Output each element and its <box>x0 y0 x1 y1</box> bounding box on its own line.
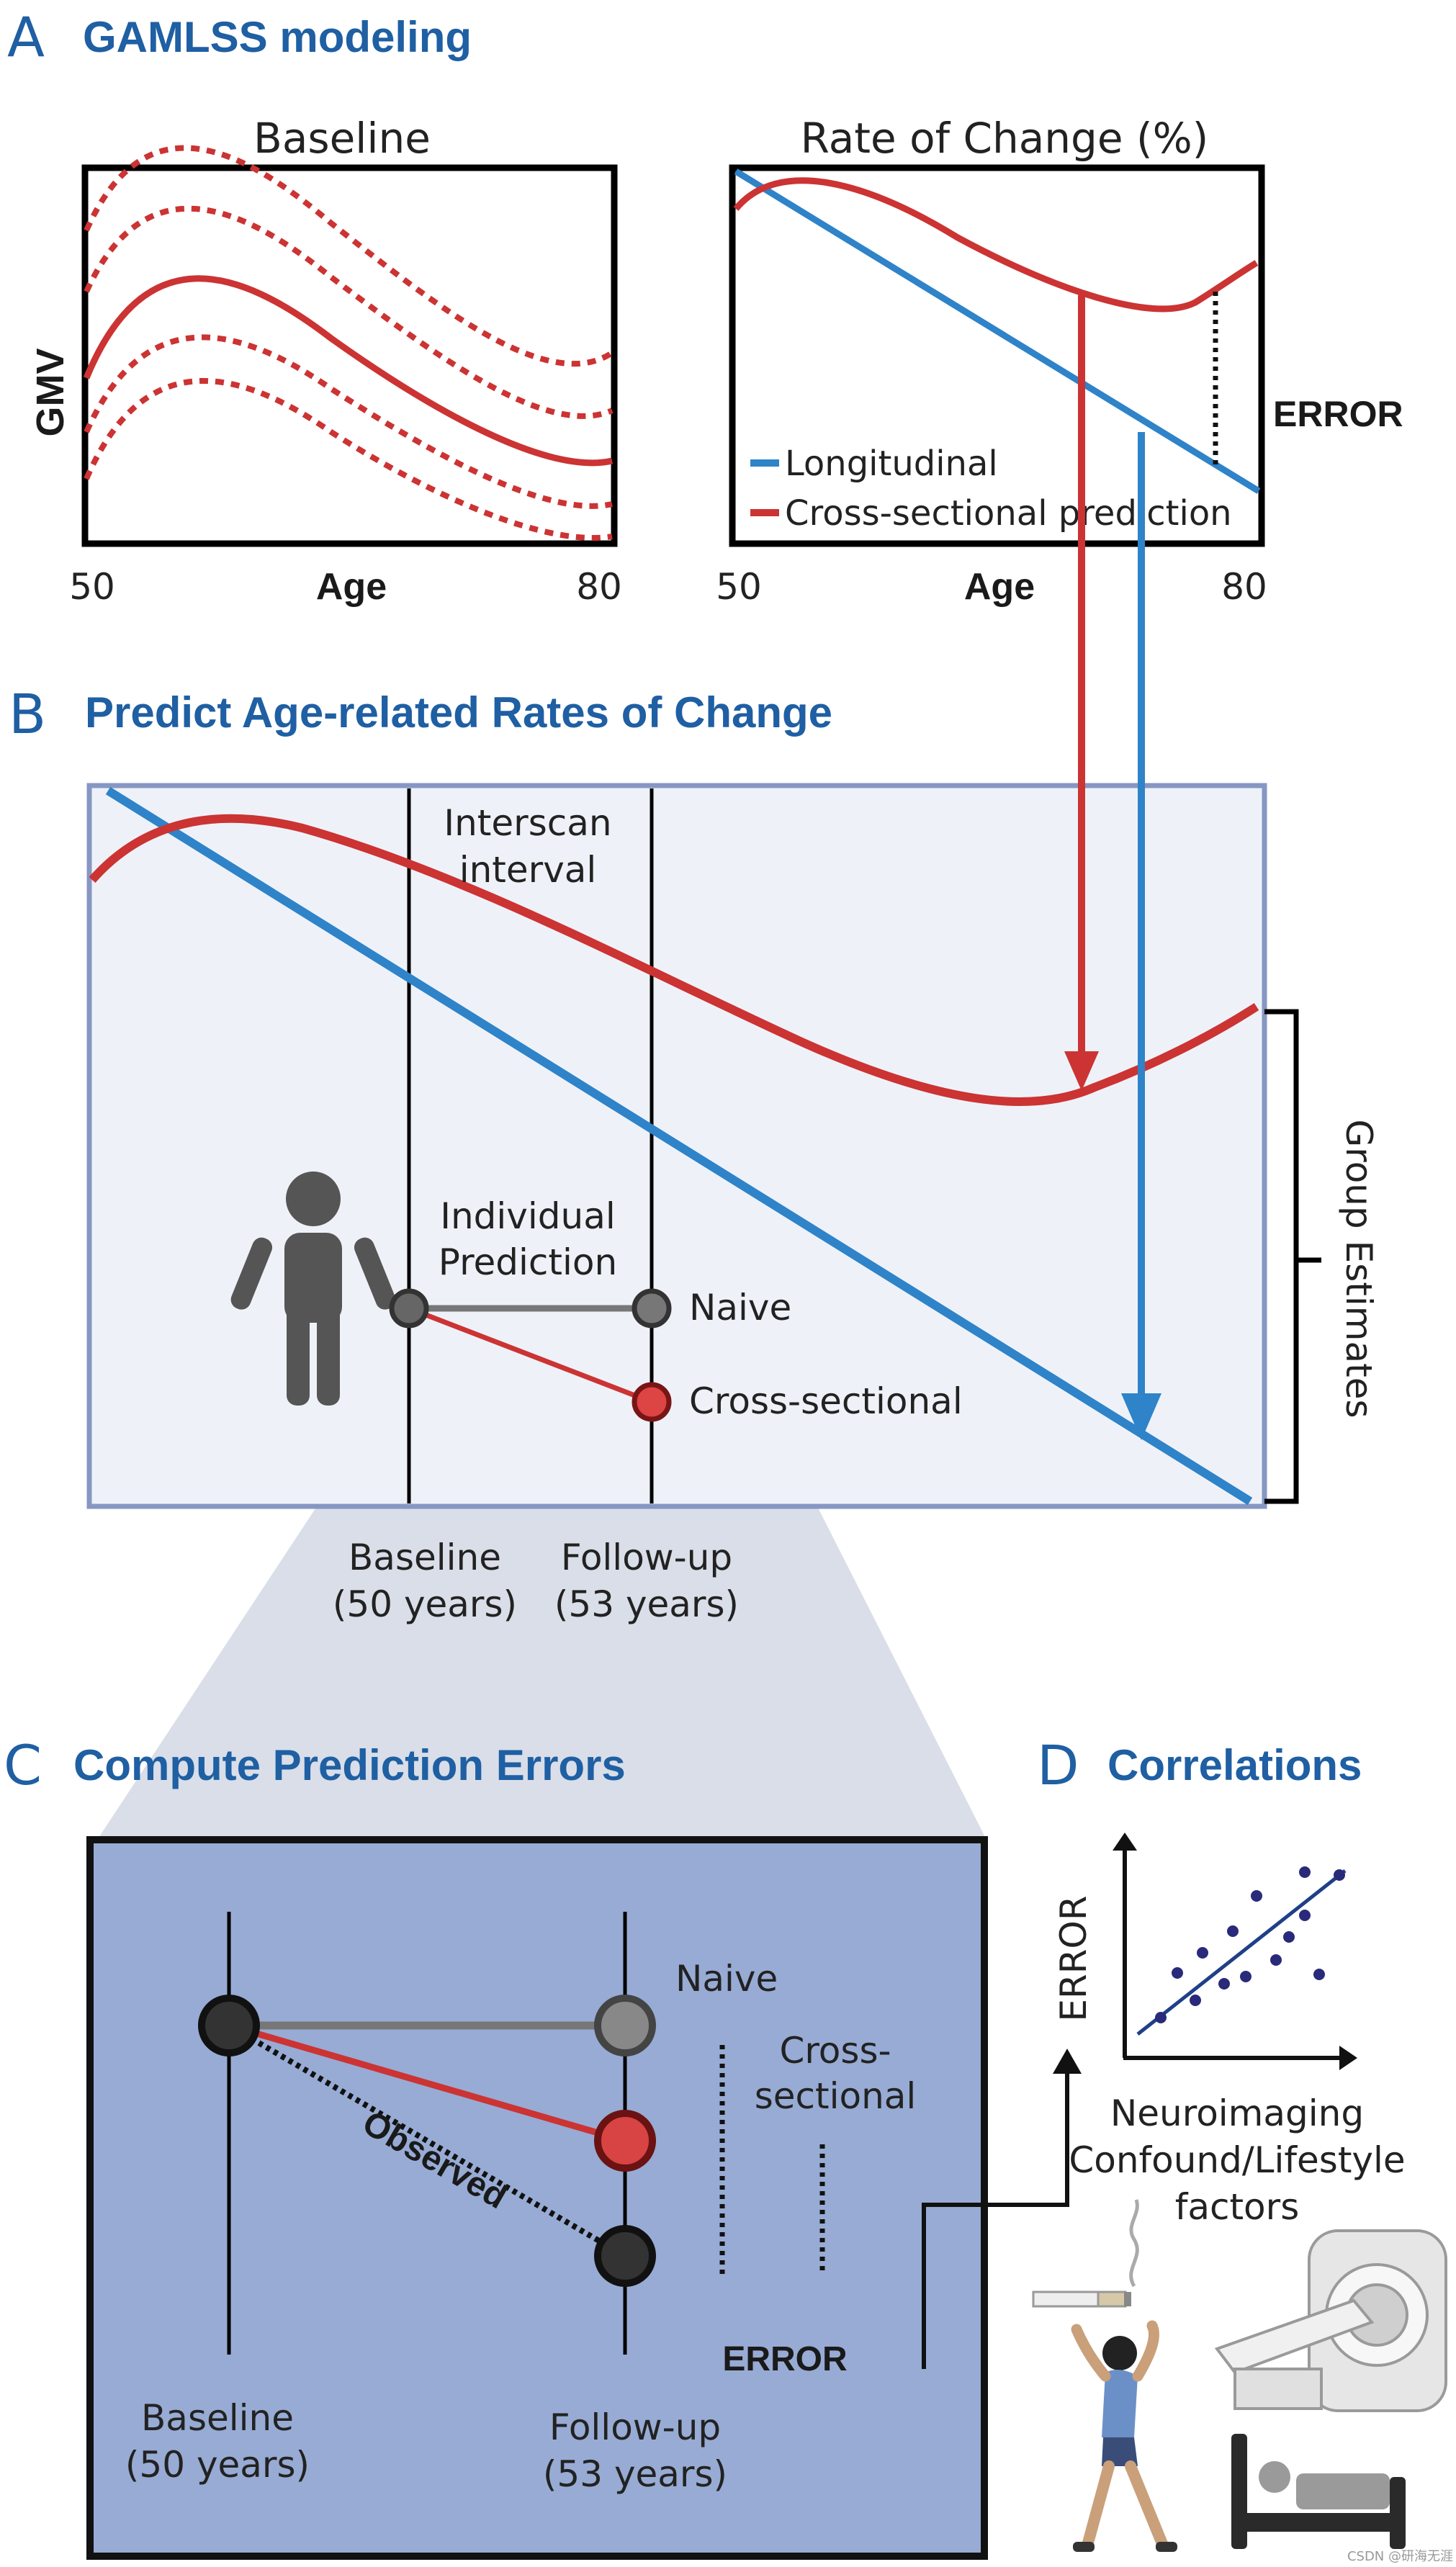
rate-longitudinal-line <box>734 168 1261 494</box>
baseline-lower-inner-centile <box>84 334 613 509</box>
c-followup-label-line2: (53 years) <box>543 2453 727 2495</box>
rate-x-min-tick: 50 <box>716 566 762 608</box>
c-baseline-label-line1: Baseline <box>141 2397 294 2439</box>
person-icon <box>230 1172 396 1406</box>
c-baseline-label-line2: (50 years) <box>125 2444 310 2486</box>
baseline-x-min-tick: 50 <box>69 566 115 608</box>
individual-label-line2: Prediction <box>439 1241 617 1283</box>
rate-x-axis-label: Age <box>964 566 1035 608</box>
watermark: CSDN @研海无涯 <box>1347 2549 1453 2564</box>
panel-b: B Predict Age-related Rates of Change In… <box>9 295 1380 1840</box>
c-cross-sectional-point <box>594 2110 656 2172</box>
c-baseline-point <box>198 1995 260 2056</box>
panel-c-title: Compute Prediction Errors <box>73 1741 626 1789</box>
baseline-chart-title: Baseline <box>253 114 431 163</box>
exercise-person-icon <box>1071 2320 1177 2552</box>
baseline-x-max-tick: 80 <box>576 566 622 608</box>
c-cross-label-line1: Cross- <box>779 2030 891 2072</box>
scatter-trend-line <box>1136 1869 1347 2036</box>
interscan-label-line2: interval <box>459 849 597 891</box>
scatter-y-arrowhead <box>1113 1833 1137 1851</box>
panel-c-letter: C <box>4 1733 42 1797</box>
baseline-upper-outer-centile <box>84 145 614 367</box>
c-cross-sectional-line <box>228 2022 626 2144</box>
group-estimates-bracket <box>1264 1009 1299 1504</box>
c-observed-point <box>594 2225 656 2287</box>
c-observed-line <box>227 2023 627 2259</box>
legend-longitudinal-label: Longitudinal <box>785 444 998 484</box>
baseline-lower-outer-centile <box>84 377 613 541</box>
scatter-x-arrowhead <box>1339 2046 1357 2070</box>
d-caption-line2: Confound/Lifestyle <box>1069 2139 1405 2181</box>
individual-label-line1: Individual <box>440 1195 616 1237</box>
b-baseline-label-line1: Baseline <box>349 1537 501 1578</box>
panel-a-title: GAMLSS modeling <box>83 13 472 61</box>
baseline-y-axis-label: GMV <box>29 348 72 436</box>
baseline-plot-frame <box>81 164 618 547</box>
cigarette-icon <box>1032 2199 1139 2308</box>
baseline-chart: Baseline GMV 50 Age 80 <box>29 114 622 608</box>
cross-sectional-label: Cross-sectional <box>689 1380 963 1422</box>
c-followup-label-line1: Follow-up <box>549 2406 721 2448</box>
rate-x-max-tick: 80 <box>1221 566 1267 608</box>
b-followup-label-line2: (53 years) <box>554 1583 739 1625</box>
bed-sleep-icon <box>1231 2434 1406 2549</box>
d-caption-line3: factors <box>1175 2186 1300 2228</box>
group-longitudinal-line <box>105 786 1253 1506</box>
scatter-points <box>1155 1866 1345 2023</box>
panel-b-letter: B <box>9 682 46 746</box>
b-baseline-label-line2: (50 years) <box>333 1583 517 1625</box>
panel-b-title: Predict Age-related Rates of Change <box>85 688 832 737</box>
legend-cross-sectional-label: Cross-sectional prediction <box>785 493 1232 534</box>
panel-a: A GAMLSS modeling Baseline GMV 50 Age 80… <box>7 5 1403 608</box>
panel-a-letter: A <box>7 5 45 69</box>
correlation-scatter-icon: ERROR <box>1053 1833 1357 2070</box>
c-naive-point <box>594 1995 656 2056</box>
baseline-upper-inner-centile <box>84 205 614 419</box>
c-cross-label-line2: sectional <box>755 2075 917 2117</box>
zoom-trapezoid <box>97 1506 987 1840</box>
rate-chart-title: Rate of Change (%) <box>801 114 1209 163</box>
group-estimates-label: Group Estimates <box>1338 1119 1380 1418</box>
d-caption-line1: Neuroimaging <box>1110 2092 1364 2134</box>
rate-cross-sectional-curve <box>733 177 1259 313</box>
c-to-d-arrowhead <box>1053 2049 1082 2074</box>
panel-c: C Compute Prediction Errors Naive Cross-… <box>4 1733 1082 2560</box>
baseline-median-curve <box>83 275 613 467</box>
panel-d-letter: D <box>1037 1733 1079 1797</box>
blue-projection-arrowhead <box>1121 1393 1161 1440</box>
rate-of-change-chart: Rate of Change (%) ERROR Longitudinal Cr… <box>716 114 1403 608</box>
c-error-label: ERROR <box>722 2340 847 2378</box>
interscan-label-line1: Interscan <box>444 802 611 844</box>
baseline-point <box>389 1288 429 1329</box>
scatter-y-label: ERROR <box>1053 1895 1095 2021</box>
naive-point <box>632 1288 672 1329</box>
panel-c-frame <box>86 1836 988 2560</box>
baseline-x-axis-label: Age <box>316 566 387 608</box>
cross-sectional-point <box>632 1382 672 1422</box>
cross-sectional-prediction-line <box>408 1305 653 1405</box>
mri-scanner-icon <box>1214 2229 1447 2412</box>
rate-plot-frame <box>729 164 1265 547</box>
b-followup-label-line1: Follow-up <box>561 1537 732 1578</box>
panel-d: D Correlations ERROR Neuroimaging Confou… <box>1032 1733 1447 2552</box>
naive-label: Naive <box>689 1287 791 1329</box>
group-cross-sectional-curve <box>89 814 1259 1106</box>
c-naive-label: Naive <box>675 1958 778 2000</box>
red-projection-arrowhead <box>1064 1051 1099 1091</box>
panel-d-title: Correlations <box>1107 1741 1362 1789</box>
c-to-d-connector <box>922 2070 1069 2369</box>
rate-error-label: ERROR <box>1273 394 1403 434</box>
